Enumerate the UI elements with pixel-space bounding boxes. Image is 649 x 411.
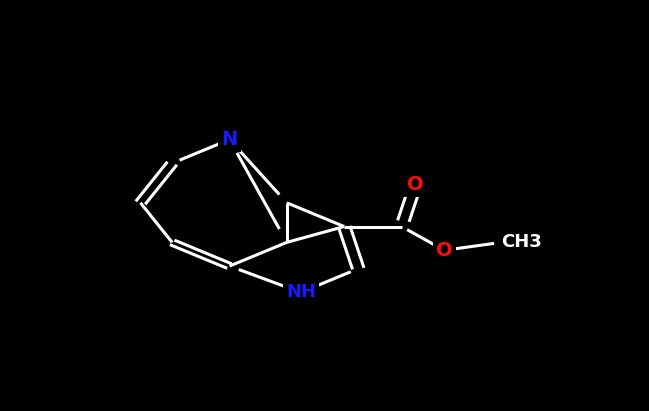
Text: NH: NH bbox=[286, 283, 316, 301]
Text: O: O bbox=[408, 175, 424, 194]
Text: N: N bbox=[221, 130, 238, 149]
Text: O: O bbox=[436, 241, 452, 260]
Text: CH3: CH3 bbox=[502, 233, 543, 252]
